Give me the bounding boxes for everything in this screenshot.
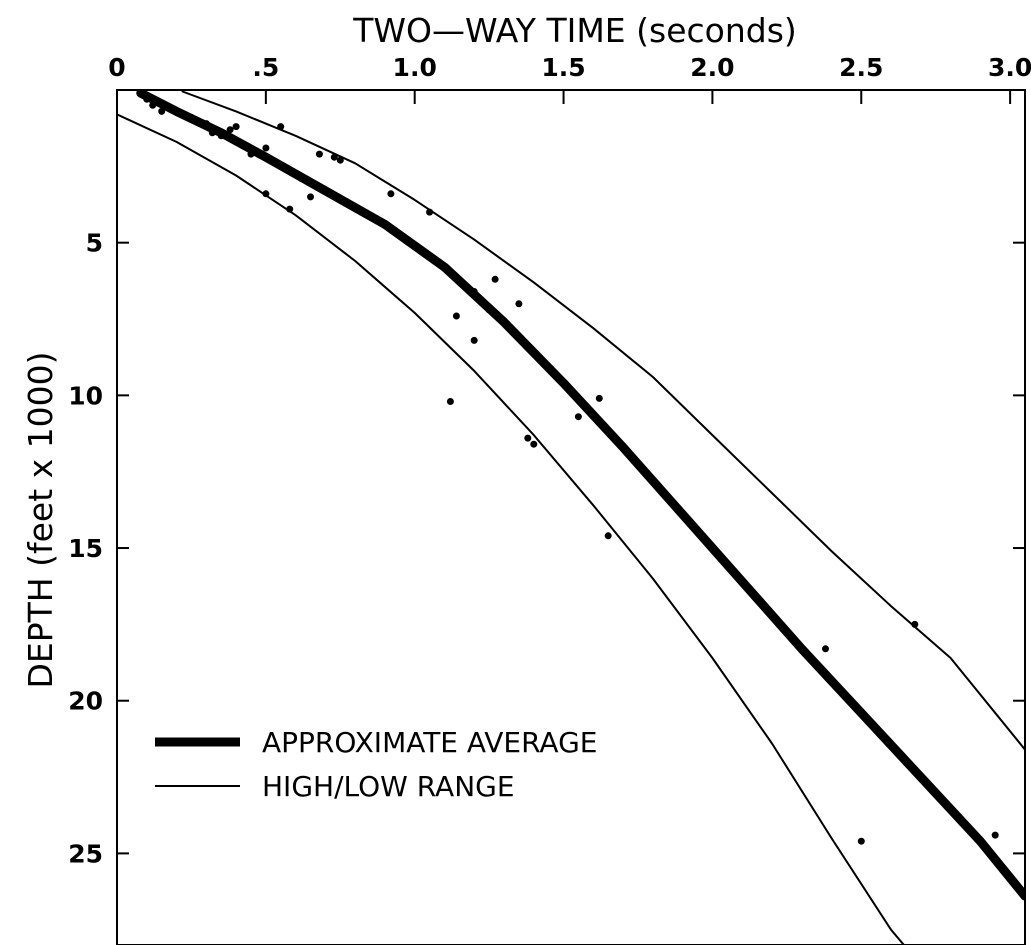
data-point bbox=[524, 434, 532, 442]
data-point bbox=[595, 394, 603, 402]
data-point bbox=[470, 336, 478, 344]
data-point bbox=[604, 532, 612, 540]
data-point bbox=[226, 126, 234, 134]
y-tick-label: 5 bbox=[86, 229, 103, 258]
data-point bbox=[530, 440, 538, 448]
data-point bbox=[286, 205, 294, 213]
data-point bbox=[515, 300, 523, 308]
high-range-curve bbox=[181, 90, 1025, 751]
y-tick-label: 20 bbox=[68, 687, 103, 716]
data-point bbox=[208, 129, 216, 137]
data-point bbox=[268, 156, 276, 164]
x-tick-label: .5 bbox=[252, 53, 279, 82]
y-tick-label: 15 bbox=[68, 534, 103, 563]
y-axis-ticks: 5 10 15 20 25 bbox=[68, 229, 1025, 868]
plot-frame bbox=[116, 89, 1026, 945]
x-tick-label: 1.5 bbox=[541, 53, 585, 82]
y-tick-label: 10 bbox=[68, 381, 103, 410]
data-point bbox=[307, 193, 314, 201]
y-tick-label: 25 bbox=[68, 839, 103, 868]
data-point bbox=[158, 107, 166, 115]
data-point bbox=[247, 150, 255, 158]
data-point bbox=[330, 153, 338, 161]
data-point bbox=[202, 120, 210, 128]
data-point bbox=[822, 645, 829, 653]
x-axis-ticks: 0 .5 1.0 1.5 2.0 2.5 3.0 bbox=[108, 53, 1031, 104]
data-point bbox=[991, 831, 999, 839]
data-point bbox=[336, 156, 344, 164]
x-tick-label: 2.5 bbox=[839, 53, 883, 82]
data-point bbox=[452, 312, 460, 320]
x-tick-label: 0 bbox=[108, 53, 125, 82]
data-point bbox=[232, 123, 240, 131]
legend-label-average: APPROXIMATE AVERAGE bbox=[262, 726, 597, 759]
x-axis-title: TWO—WAY TIME (seconds) bbox=[352, 11, 797, 50]
scatter-layer bbox=[143, 95, 999, 845]
data-point bbox=[149, 101, 157, 109]
data-point bbox=[217, 132, 225, 140]
data-point bbox=[262, 190, 270, 198]
data-point bbox=[574, 413, 582, 421]
data-point bbox=[857, 837, 865, 845]
low-range-curve bbox=[117, 113, 906, 945]
series-layer bbox=[117, 90, 1025, 945]
data-point bbox=[491, 275, 499, 283]
data-point bbox=[298, 175, 306, 183]
legend-label-range: HIGH/LOW RANGE bbox=[262, 770, 515, 803]
legend: APPROXIMATE AVERAGE HIGH/LOW RANGE bbox=[155, 726, 597, 803]
data-point bbox=[277, 123, 285, 131]
x-tick-label: 1.0 bbox=[393, 53, 437, 82]
data-point bbox=[911, 620, 919, 628]
x-tick-label: 2.0 bbox=[690, 53, 734, 82]
data-point bbox=[446, 398, 454, 405]
x-tick-label: 3.0 bbox=[988, 53, 1031, 82]
data-point bbox=[470, 288, 478, 295]
data-point bbox=[262, 144, 270, 152]
data-point bbox=[485, 306, 493, 314]
y-axis-title: DEPTH (feet x 1000) bbox=[21, 351, 60, 688]
data-point bbox=[315, 150, 323, 158]
data-point bbox=[143, 95, 151, 103]
data-point bbox=[387, 190, 395, 198]
average-curve bbox=[136, 90, 1025, 901]
data-point bbox=[187, 114, 195, 121]
data-point bbox=[426, 208, 434, 216]
